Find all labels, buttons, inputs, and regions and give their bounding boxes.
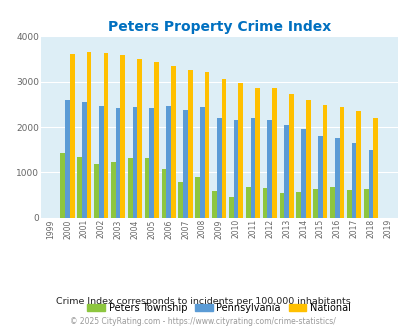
Bar bbox=[82, 102, 87, 218]
Bar bbox=[305, 100, 310, 218]
Bar bbox=[228, 197, 233, 218]
Bar bbox=[238, 82, 243, 218]
Bar bbox=[183, 110, 188, 218]
Bar bbox=[111, 162, 115, 218]
Bar bbox=[70, 53, 75, 218]
Bar bbox=[65, 100, 70, 218]
Bar bbox=[137, 58, 142, 218]
Bar bbox=[87, 52, 91, 218]
Bar bbox=[372, 118, 377, 218]
Bar bbox=[149, 108, 154, 218]
Bar bbox=[284, 125, 288, 218]
Bar bbox=[204, 72, 209, 218]
Bar bbox=[313, 189, 317, 218]
Legend: Peters Township, Pennsylvania, National: Peters Township, Pennsylvania, National bbox=[83, 299, 354, 317]
Bar bbox=[351, 144, 356, 218]
Bar bbox=[271, 88, 276, 218]
Bar bbox=[145, 158, 149, 218]
Bar bbox=[171, 66, 175, 218]
Bar bbox=[132, 107, 137, 218]
Title: Peters Property Crime Index: Peters Property Crime Index bbox=[107, 20, 330, 34]
Bar bbox=[99, 106, 103, 218]
Bar bbox=[115, 108, 120, 218]
Bar bbox=[195, 177, 200, 218]
Bar bbox=[356, 111, 360, 218]
Bar bbox=[245, 187, 250, 218]
Bar bbox=[267, 120, 271, 218]
Bar bbox=[212, 191, 216, 218]
Bar bbox=[363, 189, 368, 218]
Bar bbox=[161, 169, 166, 218]
Bar bbox=[279, 193, 283, 218]
Bar bbox=[255, 87, 259, 218]
Bar bbox=[103, 53, 108, 218]
Bar bbox=[233, 120, 238, 218]
Bar bbox=[368, 150, 372, 218]
Text: © 2025 CityRating.com - https://www.cityrating.com/crime-statistics/: © 2025 CityRating.com - https://www.city… bbox=[70, 317, 335, 326]
Bar bbox=[301, 129, 305, 218]
Bar bbox=[154, 62, 158, 218]
Text: Crime Index corresponds to incidents per 100,000 inhabitants: Crime Index corresponds to incidents per… bbox=[55, 297, 350, 307]
Bar bbox=[262, 188, 267, 218]
Bar bbox=[288, 94, 293, 218]
Bar bbox=[200, 107, 204, 218]
Bar bbox=[188, 70, 192, 218]
Bar bbox=[94, 164, 99, 218]
Bar bbox=[221, 80, 226, 218]
Bar bbox=[128, 158, 132, 218]
Bar bbox=[334, 138, 339, 218]
Bar bbox=[339, 107, 343, 218]
Bar bbox=[120, 55, 125, 218]
Bar bbox=[60, 153, 65, 218]
Bar bbox=[346, 190, 351, 218]
Bar bbox=[216, 117, 221, 218]
Bar bbox=[250, 118, 255, 218]
Bar bbox=[329, 187, 334, 218]
Bar bbox=[166, 106, 171, 218]
Bar bbox=[317, 136, 322, 218]
Bar bbox=[322, 105, 326, 218]
Bar bbox=[296, 192, 301, 218]
Bar bbox=[77, 156, 82, 218]
Bar bbox=[178, 182, 183, 218]
